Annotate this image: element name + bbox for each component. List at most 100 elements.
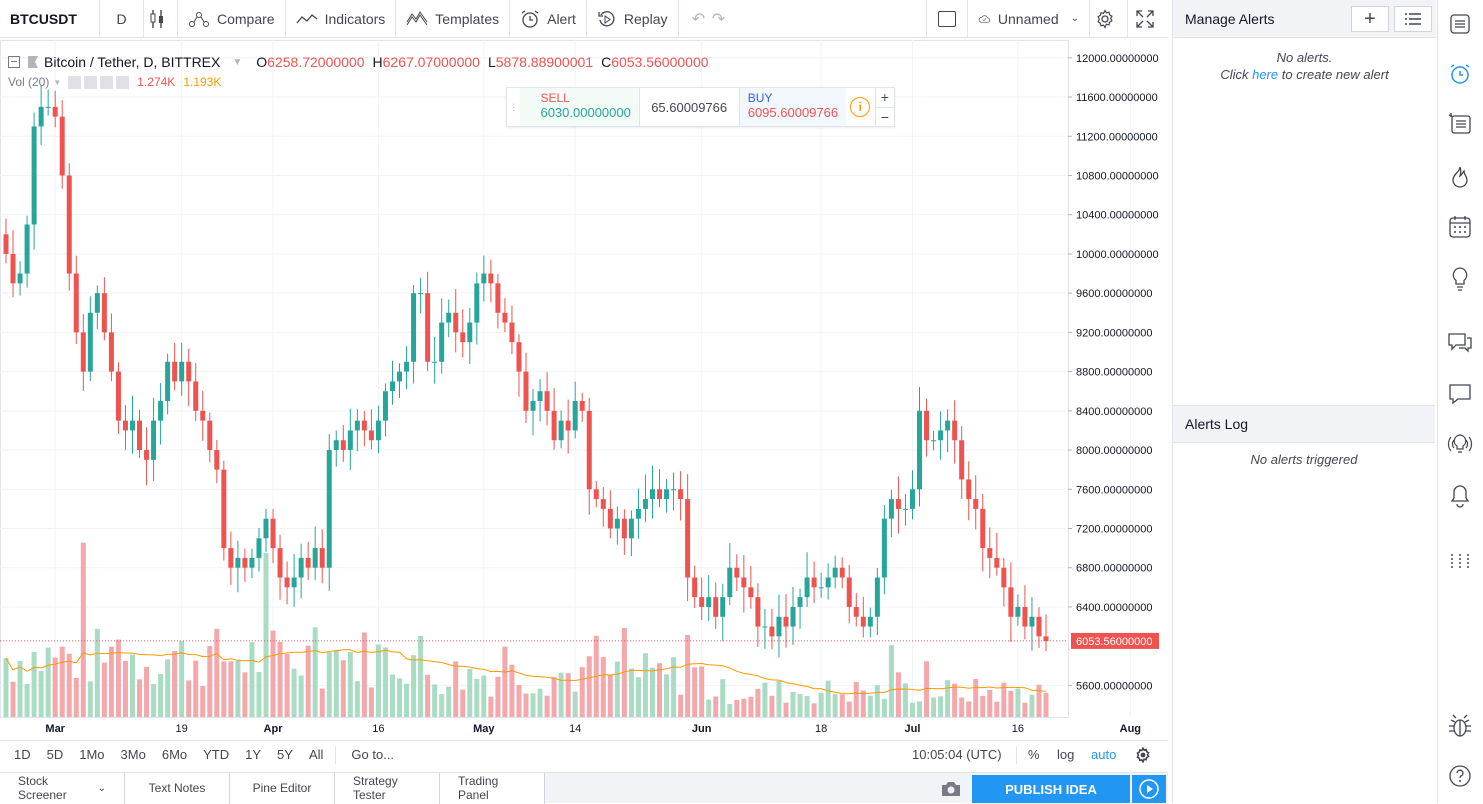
candle-body bbox=[931, 440, 937, 442]
ideas-button[interactable] bbox=[1446, 265, 1474, 293]
info-button[interactable]: i bbox=[846, 88, 875, 126]
candle-body bbox=[966, 479, 972, 500]
volume-bar bbox=[783, 702, 789, 717]
chats-icon bbox=[1448, 333, 1472, 353]
data-window-button[interactable] bbox=[1446, 110, 1474, 138]
range-5d[interactable]: 5D bbox=[46, 747, 64, 762]
sell-button[interactable]: SELL 6030.00000000 bbox=[520, 88, 639, 126]
redo-icon[interactable]: ↷ bbox=[711, 10, 726, 28]
volume-bar bbox=[692, 667, 698, 717]
quantity-plus-button[interactable]: + bbox=[875, 88, 894, 108]
tab-pine-editor[interactable]: Pine Editor bbox=[230, 772, 335, 804]
volume-bar bbox=[959, 697, 965, 717]
candle-body bbox=[727, 567, 733, 598]
plus-icon[interactable] bbox=[100, 75, 114, 89]
tab-strategy-tester[interactable]: Strategy Tester bbox=[335, 772, 440, 804]
chat-button[interactable] bbox=[1446, 380, 1474, 408]
volume-legend: Vol (20) ▼ 1.274K 1.193K bbox=[8, 75, 221, 89]
gear-icon[interactable] bbox=[1135, 746, 1151, 763]
help-button[interactable] bbox=[1446, 762, 1474, 790]
legend-menu-icon[interactable]: ▼ bbox=[232, 56, 243, 68]
range-all[interactable]: All bbox=[308, 747, 324, 762]
fullscreen-chart-button[interactable] bbox=[926, 0, 968, 38]
undo-icon[interactable]: ↶ bbox=[691, 10, 706, 28]
quantity-minus-button[interactable]: − bbox=[880, 108, 889, 125]
range-1y[interactable]: 1Y bbox=[245, 747, 262, 762]
symbol-search[interactable]: BTCUSDT bbox=[0, 0, 100, 38]
notifications-button[interactable] bbox=[1446, 482, 1474, 510]
candle-body bbox=[867, 616, 873, 627]
lightbulb-icon bbox=[1452, 267, 1468, 291]
percent-scale-toggle[interactable]: % bbox=[1028, 747, 1040, 762]
close-icon[interactable] bbox=[116, 75, 130, 89]
publish-idea-button[interactable]: PUBLISH IDEA bbox=[972, 775, 1130, 803]
interval-label: D bbox=[116, 10, 127, 27]
volume-bar bbox=[249, 642, 255, 717]
fullscreen-button[interactable] bbox=[1128, 0, 1168, 38]
log-scale-toggle[interactable]: log bbox=[1057, 747, 1075, 762]
price-chart[interactable]: 12000.00000000 11600.00000000 11200.000000… bbox=[0, 40, 1168, 740]
symbol-label: BTCUSDT bbox=[10, 10, 77, 27]
range-5y[interactable]: 5Y bbox=[277, 747, 293, 762]
auto-scale-toggle[interactable]: auto bbox=[1091, 747, 1117, 762]
add-alert-button[interactable]: + bbox=[1351, 6, 1389, 32]
volume-bar bbox=[277, 641, 283, 717]
create-alert-link[interactable]: here bbox=[1252, 67, 1279, 82]
compare-label: Compare bbox=[217, 10, 275, 27]
alerts-sidebar-button[interactable] bbox=[1446, 60, 1474, 88]
calendar-button[interactable] bbox=[1446, 213, 1474, 241]
chart-style-button[interactable] bbox=[144, 0, 178, 38]
alert-button[interactable]: Alert bbox=[510, 0, 587, 38]
settings-button[interactable] bbox=[1090, 0, 1128, 38]
range-ytd[interactable]: YTD bbox=[203, 747, 230, 762]
save-layout-button[interactable]: Unnamed ⌄ bbox=[968, 0, 1090, 38]
volume-bar bbox=[200, 685, 206, 717]
buy-button[interactable]: BUY 6095.60009766 bbox=[739, 88, 846, 126]
volume-bar bbox=[129, 654, 135, 717]
watchlist-button[interactable] bbox=[1446, 10, 1474, 38]
legend-menu-icon[interactable]: ▼ bbox=[53, 77, 62, 87]
volume-bar bbox=[621, 627, 627, 717]
goto-date-button[interactable]: Go to... bbox=[351, 747, 395, 762]
chats-button[interactable] bbox=[1446, 328, 1474, 356]
alert-list-button[interactable] bbox=[1394, 6, 1432, 32]
interval-button[interactable]: D bbox=[100, 0, 144, 38]
order-panel-button[interactable] bbox=[1446, 548, 1474, 576]
eye-icon[interactable] bbox=[68, 75, 82, 89]
bug-report-button[interactable] bbox=[1446, 712, 1474, 740]
candle-body bbox=[1043, 636, 1049, 641]
chart-area[interactable]: 12000.00000000 11600.00000000 11200.000000… bbox=[0, 40, 1168, 740]
layout-name: Unnamed bbox=[997, 10, 1059, 27]
volume-bar bbox=[867, 695, 873, 717]
replay-button[interactable]: Replay bbox=[587, 0, 679, 38]
alerts-log-header: Alerts Log bbox=[1173, 405, 1435, 443]
templates-button[interactable]: Templates bbox=[396, 0, 511, 38]
tab-trading-panel[interactable]: Trading Panel bbox=[440, 772, 545, 804]
price-tick-label: 5600.00000000 bbox=[1076, 680, 1152, 692]
close-label: C bbox=[601, 54, 612, 70]
indicators-button[interactable]: Indicators bbox=[286, 0, 397, 38]
range-6mo[interactable]: 6Mo bbox=[161, 747, 188, 762]
range-3mo[interactable]: 3Mo bbox=[120, 747, 146, 762]
tab-text-notes[interactable]: Text Notes bbox=[125, 772, 230, 804]
tab-label: Text Notes bbox=[148, 781, 206, 795]
collapse-icon[interactable] bbox=[8, 56, 20, 68]
drag-handle[interactable]: ⋮ bbox=[509, 102, 519, 112]
tab-stock-screener[interactable]: Stock Screener ⌄ bbox=[0, 772, 125, 804]
streams-button[interactable] bbox=[1446, 430, 1474, 458]
volume-bar bbox=[361, 632, 367, 717]
candle-body bbox=[959, 440, 965, 480]
camera-icon[interactable] bbox=[940, 780, 962, 798]
range-1mo[interactable]: 1Mo bbox=[79, 747, 105, 762]
volume-bar bbox=[375, 644, 381, 717]
candle-body bbox=[811, 577, 817, 588]
candle-body bbox=[151, 420, 157, 460]
compare-button[interactable]: Compare bbox=[178, 0, 286, 38]
play-button[interactable] bbox=[1132, 775, 1166, 803]
gear-icon[interactable] bbox=[84, 75, 98, 89]
flag-icon[interactable] bbox=[28, 56, 38, 68]
candle-body bbox=[994, 557, 1000, 568]
range-1d[interactable]: 1D bbox=[14, 747, 31, 762]
hotlists-button[interactable] bbox=[1446, 163, 1474, 191]
volume-bar bbox=[530, 693, 536, 717]
